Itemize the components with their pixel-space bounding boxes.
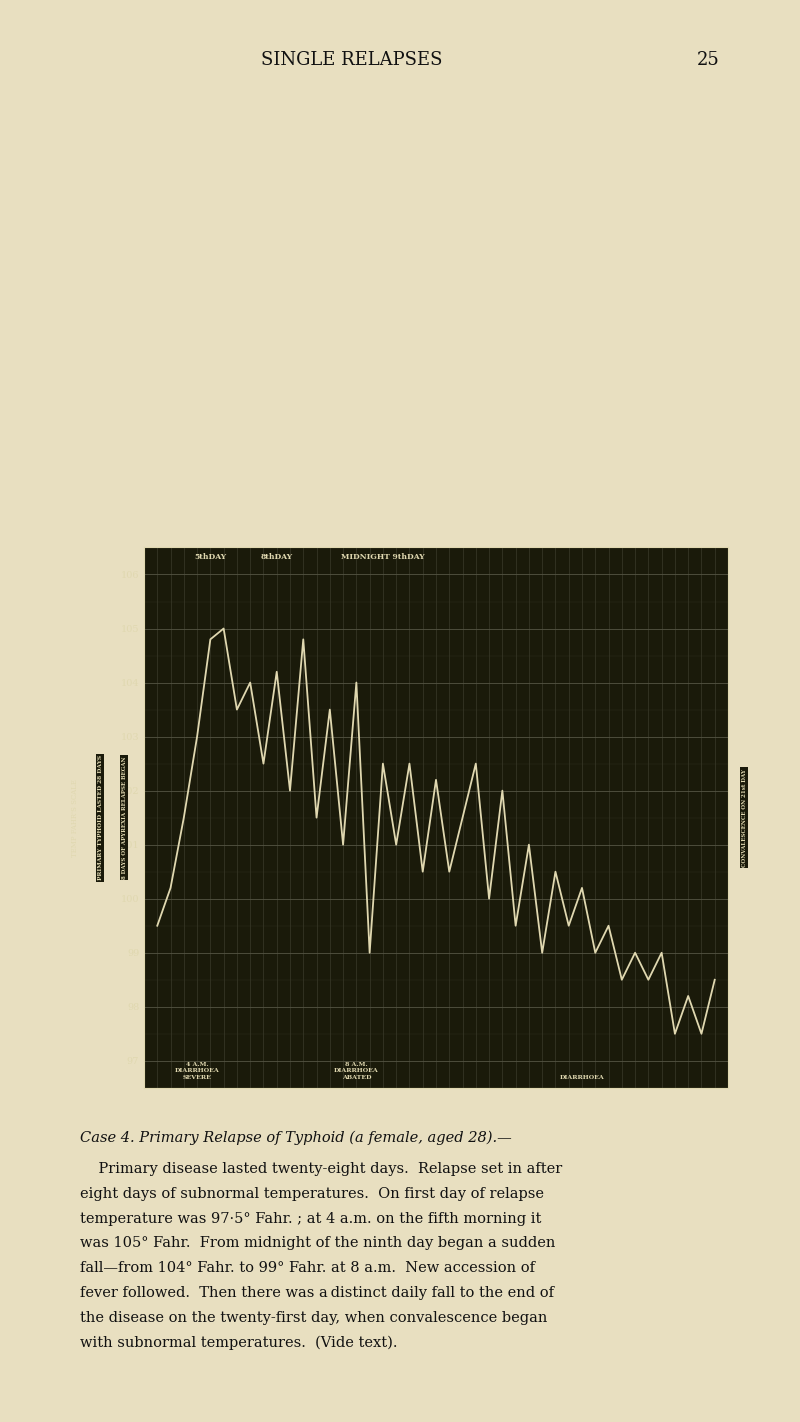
- Text: 8 DAYS OF APYREXIA RELAPSE BEGAN: 8 DAYS OF APYREXIA RELAPSE BEGAN: [122, 757, 126, 879]
- Text: with subnormal temperatures.  (Vide text).: with subnormal temperatures. (Vide text)…: [80, 1337, 398, 1351]
- Text: fall—from 104° Fahr. to 99° Fahr. at 8 a.m.  New accession of: fall—from 104° Fahr. to 99° Fahr. at 8 a…: [80, 1261, 535, 1276]
- Text: 4 A.M.
DIARRHOEA
SEVERE: 4 A.M. DIARRHOEA SEVERE: [174, 1062, 219, 1079]
- Y-axis label: TEMP FAHR'S SCALE: TEMP FAHR'S SCALE: [71, 779, 79, 856]
- Text: CONVALESCENCE ON 21st DAY: CONVALESCENCE ON 21st DAY: [742, 769, 746, 866]
- Text: the disease on the twenty-first day, when convalescence began: the disease on the twenty-first day, whe…: [80, 1311, 547, 1325]
- Text: Primary disease lasted twenty-eight days.  Relapse set in after: Primary disease lasted twenty-eight days…: [80, 1162, 562, 1176]
- Text: Case 4. Primary Relapse of Typhoid (a female, aged 28).—: Case 4. Primary Relapse of Typhoid (a fe…: [80, 1130, 512, 1145]
- Text: 8 A.M.
DIARRHOEA
ABATED: 8 A.M. DIARRHOEA ABATED: [334, 1062, 378, 1079]
- Text: DIARRHOEA: DIARRHOEA: [560, 1075, 604, 1079]
- Text: 25: 25: [698, 51, 720, 70]
- Text: PRIMARY TYPHOID LASTED 28 DAYS: PRIMARY TYPHOID LASTED 28 DAYS: [98, 755, 102, 880]
- Text: SINGLE RELAPSES: SINGLE RELAPSES: [262, 51, 442, 70]
- Text: was 105° Fahr.  From midnight of the ninth day began a sudden: was 105° Fahr. From midnight of the nint…: [80, 1236, 555, 1250]
- Text: temperature was 97·5° Fahr. ; at 4 a.m. on the fifth morning it: temperature was 97·5° Fahr. ; at 4 a.m. …: [80, 1212, 542, 1226]
- Text: eight days of subnormal temperatures.  On first day of relapse: eight days of subnormal temperatures. On…: [80, 1186, 544, 1200]
- Text: 5thDAY: 5thDAY: [194, 553, 226, 562]
- Text: MIDNIGHT 9thDAY: MIDNIGHT 9thDAY: [341, 553, 425, 562]
- Text: 8thDAY: 8thDAY: [261, 553, 293, 562]
- Text: fever followed.  Then there was a distinct daily fall to the end of: fever followed. Then there was a distinc…: [80, 1285, 554, 1300]
